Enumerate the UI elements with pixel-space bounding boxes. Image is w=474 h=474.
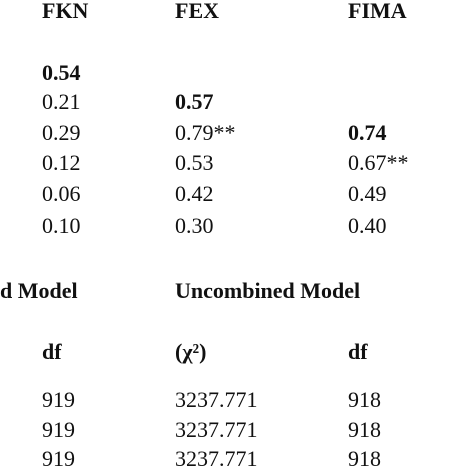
table-cell: 918: [348, 417, 381, 442]
table-cell: 0.10: [42, 213, 81, 238]
table-cell: 0.53: [175, 150, 214, 175]
table-cell: 918: [348, 387, 381, 412]
table-cell: 0.67**: [348, 150, 409, 175]
table-cell: 0.06: [42, 181, 81, 206]
table-cell: 0.21: [42, 89, 81, 114]
table-cell: 918: [348, 446, 381, 471]
table-cell: 3237.771: [175, 446, 258, 471]
table-cell: 0.12: [42, 150, 81, 175]
table-cell: 0.54: [42, 60, 81, 85]
column-header: FKN: [42, 0, 89, 23]
table-cell: 0.42: [175, 181, 214, 206]
table-cell: 0.40: [348, 213, 387, 238]
table-cell: 0.30: [175, 213, 214, 238]
table-cell: 0.49: [348, 181, 387, 206]
column-header: FIMA: [348, 0, 407, 23]
column-header: FEX: [175, 0, 219, 23]
model-header: Uncombined Model: [175, 278, 361, 303]
table-cell: 919: [42, 387, 75, 412]
table-cell: 919: [42, 446, 75, 471]
table-cell: 919: [42, 417, 75, 442]
table-cell: 0.29: [42, 120, 81, 145]
column-header: df: [42, 339, 62, 364]
table-cell: 3237.771: [175, 417, 258, 442]
model-header: d Model: [0, 278, 78, 303]
column-header: df: [348, 339, 368, 364]
table-cell: 0.74: [348, 120, 387, 145]
table-cell: 0.57: [175, 89, 214, 114]
table-cell: 3237.771: [175, 387, 258, 412]
table-cell: 0.79**: [175, 120, 236, 145]
column-header: (χ²): [175, 339, 207, 364]
